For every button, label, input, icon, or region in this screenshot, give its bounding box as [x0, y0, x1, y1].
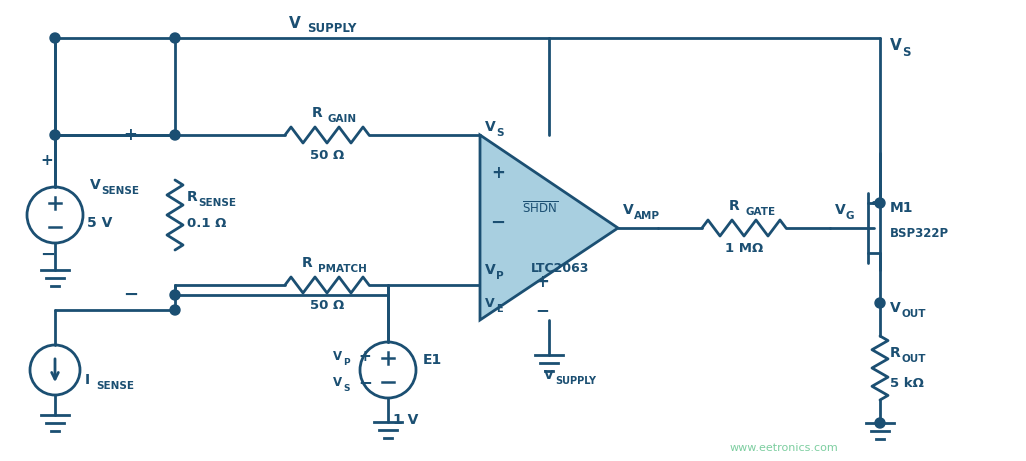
- Text: −: −: [123, 286, 139, 304]
- Text: SENSE: SENSE: [101, 186, 139, 196]
- Text: PMATCH: PMATCH: [318, 264, 367, 274]
- Text: +: +: [358, 349, 370, 364]
- Text: G: G: [846, 211, 855, 221]
- Circle shape: [875, 418, 885, 428]
- Circle shape: [875, 298, 885, 308]
- Text: R: R: [312, 106, 322, 120]
- Text: P: P: [343, 357, 350, 366]
- Text: www.eetronics.com: www.eetronics.com: [731, 443, 838, 453]
- Text: 1 MΩ: 1 MΩ: [725, 242, 763, 254]
- Text: V: V: [890, 301, 901, 315]
- Text: GAIN: GAIN: [328, 114, 357, 124]
- Text: −: −: [536, 301, 549, 319]
- Text: −: −: [490, 214, 506, 232]
- Text: −: −: [358, 373, 371, 391]
- Text: V: V: [485, 296, 495, 309]
- Text: R: R: [890, 346, 901, 360]
- Text: SUPPLY: SUPPLY: [307, 23, 356, 35]
- Text: 50 Ω: 50 Ω: [310, 299, 344, 312]
- Circle shape: [50, 33, 60, 43]
- Circle shape: [170, 130, 180, 140]
- Text: −: −: [40, 246, 55, 264]
- Text: 5 kΩ: 5 kΩ: [890, 377, 923, 390]
- Text: V: V: [289, 16, 301, 30]
- Circle shape: [50, 130, 60, 140]
- Text: V: V: [544, 368, 554, 382]
- Text: BSP322P: BSP322P: [890, 226, 949, 240]
- Text: +: +: [123, 126, 136, 144]
- Text: E1: E1: [423, 353, 442, 367]
- Text: R: R: [187, 190, 198, 204]
- Circle shape: [875, 198, 885, 208]
- Text: P: P: [496, 271, 504, 281]
- Text: OUT: OUT: [901, 309, 925, 319]
- Text: 50 Ω: 50 Ω: [310, 148, 344, 161]
- Circle shape: [170, 305, 180, 315]
- Text: E: E: [496, 304, 503, 314]
- Text: GATE: GATE: [745, 207, 775, 217]
- Text: +: +: [491, 164, 505, 182]
- Text: SUPPLY: SUPPLY: [555, 376, 596, 386]
- Text: R: R: [728, 199, 740, 213]
- Text: V: V: [333, 376, 342, 389]
- Text: +: +: [536, 273, 549, 291]
- Text: M1: M1: [890, 201, 913, 215]
- Text: LTC2063: LTC2063: [530, 261, 589, 274]
- Polygon shape: [480, 135, 618, 320]
- Text: 0.1 Ω: 0.1 Ω: [187, 217, 227, 230]
- Text: 5 V: 5 V: [87, 216, 113, 230]
- Text: S: S: [902, 46, 910, 59]
- Text: V: V: [835, 203, 845, 217]
- Text: V: V: [890, 39, 902, 53]
- Text: V: V: [623, 203, 634, 217]
- Circle shape: [170, 290, 180, 300]
- Circle shape: [170, 33, 180, 43]
- Text: SENSE: SENSE: [198, 198, 236, 208]
- Text: OUT: OUT: [901, 354, 925, 364]
- Text: I: I: [85, 373, 90, 387]
- Text: V: V: [90, 178, 101, 192]
- Text: +: +: [40, 153, 52, 167]
- Text: $\overline{\mathrm{SHDN}}$: $\overline{\mathrm{SHDN}}$: [522, 200, 558, 216]
- Text: SENSE: SENSE: [96, 381, 134, 391]
- Text: V: V: [485, 120, 496, 134]
- Text: V: V: [333, 349, 342, 362]
- Text: V: V: [485, 263, 496, 277]
- Text: AMP: AMP: [634, 211, 660, 221]
- Text: R: R: [302, 256, 312, 270]
- Text: S: S: [343, 384, 350, 392]
- Text: S: S: [496, 128, 504, 138]
- Text: 1 V: 1 V: [393, 413, 419, 427]
